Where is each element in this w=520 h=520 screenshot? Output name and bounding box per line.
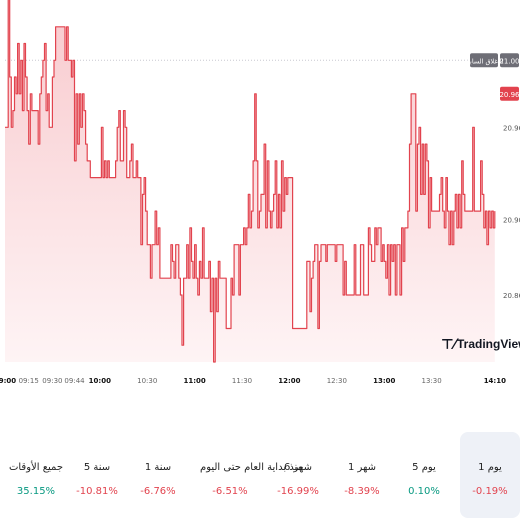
period-1-day[interactable]: 1 يوم -0.19% <box>460 432 520 518</box>
x-tick-label: 10:00 <box>89 377 111 385</box>
x-tick-label: 14:10 <box>484 377 506 385</box>
period-change: 0.10% <box>408 486 440 497</box>
x-tick-label: 09:30 <box>42 377 62 385</box>
period-label: منذ بداية العام حتى اليوم <box>200 462 303 473</box>
period-1-month[interactable]: 1 شهر -8.39% <box>332 432 392 518</box>
x-tick-label: 11:30 <box>232 377 252 385</box>
x-tick-label: 12:30 <box>327 377 347 385</box>
period-ytd[interactable]: منذ بداية العام حتى اليوم -6.51% <box>200 432 303 518</box>
price-line <box>5 0 496 363</box>
period-label: 5 يوم <box>412 462 436 473</box>
x-tick-label: 13:30 <box>422 377 442 385</box>
tradingview-watermark: TradingView <box>457 337 520 351</box>
x-tick-label: 09:15 <box>19 377 39 385</box>
previous-close-price-badge <box>500 53 519 68</box>
previous-close-label: الإغلاق السابق <box>465 57 504 65</box>
x-tick-label: 09:00 <box>0 377 16 385</box>
period-6-months[interactable]: 6 شهر -16.99% <box>268 432 328 518</box>
x-tick-label: 11:00 <box>183 377 205 385</box>
period-5-years[interactable]: 5 سنة -10.81% <box>67 432 127 518</box>
period-label: 1 شهر <box>347 462 377 473</box>
previous-close-price-text: 21.00 <box>499 57 519 65</box>
period-change: -8.39% <box>344 486 380 497</box>
y-tick-label: 20.90 <box>503 217 520 225</box>
period-1-year[interactable]: 1 سنة -6.76% <box>128 432 188 518</box>
period-5-days[interactable]: 5 يوم 0.10% <box>394 432 454 518</box>
period-label: جميع الأوقات <box>8 462 64 473</box>
period-label: 1 يوم <box>478 462 502 473</box>
period-change: 35.15% <box>16 486 56 497</box>
period-label: 5 سنة <box>83 462 111 473</box>
performance-periods: جميع الأوقات 35.15% 5 سنة -10.81% 1 سنة … <box>0 432 520 520</box>
last-price-text: 20.96 <box>499 91 520 99</box>
x-tick-label: 10:30 <box>137 377 157 385</box>
period-change: -16.99% <box>277 486 319 497</box>
tradingview-logo-icon: ⊤⁄ <box>441 337 460 353</box>
x-tick-label: 13:00 <box>373 377 395 385</box>
last-price-badge <box>500 86 519 101</box>
period-change: -6.51% <box>212 486 248 497</box>
period-change: -10.81% <box>76 486 118 497</box>
period-label: 1 سنة <box>144 462 172 473</box>
x-tick-label: 12:00 <box>278 377 300 385</box>
previous-close-tag <box>470 53 498 68</box>
period-all-time[interactable]: جميع الأوقات 35.15% <box>6 432 66 518</box>
y-tick-label: 20.96 <box>503 124 520 132</box>
period-change: -6.76% <box>140 486 176 497</box>
period-label: 6 شهر <box>283 462 313 473</box>
price-area-fill <box>5 0 495 362</box>
y-tick-label: 20.86 <box>503 292 520 300</box>
x-tick-label: 09:44 <box>64 377 85 385</box>
period-change: -0.19% <box>472 486 508 497</box>
